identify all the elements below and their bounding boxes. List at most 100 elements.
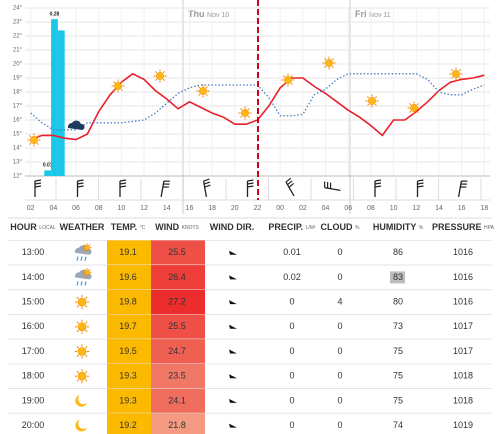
wind-barb — [457, 180, 468, 197]
sun-ray — [36, 142, 39, 145]
day: Fri — [355, 9, 367, 19]
sun-disc — [156, 72, 164, 80]
sun-ray — [162, 78, 165, 81]
table-cell: 20:00 — [22, 420, 45, 430]
y-tick-label: 21° — [13, 48, 23, 54]
table-cell: 86 — [393, 247, 403, 257]
column-header: PRESSURE HPA — [432, 222, 495, 232]
wind-dir-icon — [229, 300, 237, 305]
barb-flag — [162, 186, 169, 188]
x-tick-label: 08 — [367, 205, 375, 212]
sun-ray — [76, 305, 79, 308]
sun-ray — [76, 346, 79, 349]
sun-ray — [76, 354, 79, 357]
y-tick-label: 24° — [13, 6, 23, 12]
header-unit: LOCAL — [39, 225, 56, 231]
sun-ray — [83, 249, 86, 252]
x-tick-label: 02 — [27, 205, 35, 212]
table-cell: 0.02 — [283, 272, 301, 282]
sun-ray — [162, 71, 165, 74]
sun-disc — [452, 70, 460, 78]
column-header: HUMIDITY % — [373, 222, 424, 232]
sun-ray — [85, 305, 88, 308]
header-label: HUMIDITY — [373, 222, 416, 232]
x-tick-label: 08 — [95, 205, 103, 212]
precip-label: 0.01 — [43, 163, 53, 169]
table-cell: 1018 — [453, 371, 473, 381]
x-tick-label: 10 — [390, 205, 398, 212]
x-tick-label: 16 — [186, 205, 194, 212]
table-cell: 19.2 — [119, 420, 137, 430]
day-label: Thu Nov 10 — [188, 9, 229, 19]
sun-ray — [76, 321, 79, 324]
sun-ray — [451, 76, 454, 79]
barb-flag — [203, 181, 211, 185]
barb-flag — [34, 185, 42, 188]
barb-flag — [77, 185, 84, 188]
sun-icon — [74, 319, 90, 334]
sun-ray — [367, 96, 370, 99]
sun-ray — [76, 379, 79, 382]
sun-ray — [324, 65, 327, 68]
sun-ray — [367, 103, 370, 106]
table-cell: 75 — [393, 346, 403, 356]
temp-cell — [107, 314, 151, 340]
wind-barb — [416, 179, 424, 197]
barb-flag — [460, 183, 467, 185]
header-label: PRESSURE — [432, 222, 482, 232]
header-unit: L/M² — [306, 225, 316, 231]
x-tick-label: 00 — [276, 205, 284, 212]
sun-ray — [85, 296, 88, 300]
rain-drop — [80, 256, 83, 261]
header-label: CLOUD — [321, 222, 353, 232]
header-unit: °C — [140, 225, 146, 231]
column-header: HOUR LOCAL — [10, 222, 56, 232]
table-cell: 14:00 — [22, 272, 45, 282]
sun-ray — [36, 135, 39, 138]
x-tick-label: 10 — [118, 205, 126, 212]
sun-ray — [205, 93, 208, 96]
table-cell: 0 — [337, 346, 342, 356]
barb-flag — [324, 181, 326, 188]
rain-drop — [76, 281, 79, 286]
sun-ray — [83, 268, 86, 271]
table-cell: 0 — [289, 321, 294, 331]
header-unit: HPA — [484, 225, 495, 231]
table-cell: 1018 — [453, 395, 473, 405]
rain-drop — [84, 281, 87, 286]
table-cell: 19.1 — [119, 247, 137, 257]
barb-flag — [285, 177, 292, 183]
y-tick-label: 15° — [13, 132, 23, 138]
x-tick-label: 18 — [208, 205, 216, 212]
sun-disc — [284, 76, 292, 84]
sun-icon — [238, 106, 252, 120]
wind-barb — [285, 177, 295, 197]
y-tick-label: 16° — [13, 118, 23, 124]
table-cell: 19.7 — [119, 321, 137, 331]
barb-flag — [326, 182, 329, 189]
sun-disc — [199, 87, 207, 95]
table-cell: 19:00 — [22, 395, 45, 405]
y-tick-label: 12° — [13, 174, 23, 180]
sun-ray — [416, 110, 419, 113]
table-cell: 13:00 — [22, 247, 45, 257]
sun-disc — [77, 297, 87, 307]
sun-icon — [74, 294, 90, 310]
barb-flag — [374, 182, 382, 185]
sun-disc — [77, 347, 87, 356]
sun-ray — [331, 65, 334, 68]
x-tick-label: 06 — [344, 205, 352, 212]
x-tick-label: 14 — [435, 205, 443, 212]
sun-disc — [368, 97, 376, 105]
sun-icon — [281, 73, 295, 87]
sun-icon — [407, 101, 421, 115]
column-header: WEATHER — [60, 222, 105, 232]
wind-barb — [119, 179, 127, 197]
temp-cell — [107, 265, 151, 290]
table-cell: 0 — [337, 272, 342, 282]
sun-icon — [82, 243, 92, 253]
barb-flag — [119, 185, 127, 188]
table-cell: 0 — [337, 371, 342, 381]
wind-cell — [151, 265, 205, 290]
